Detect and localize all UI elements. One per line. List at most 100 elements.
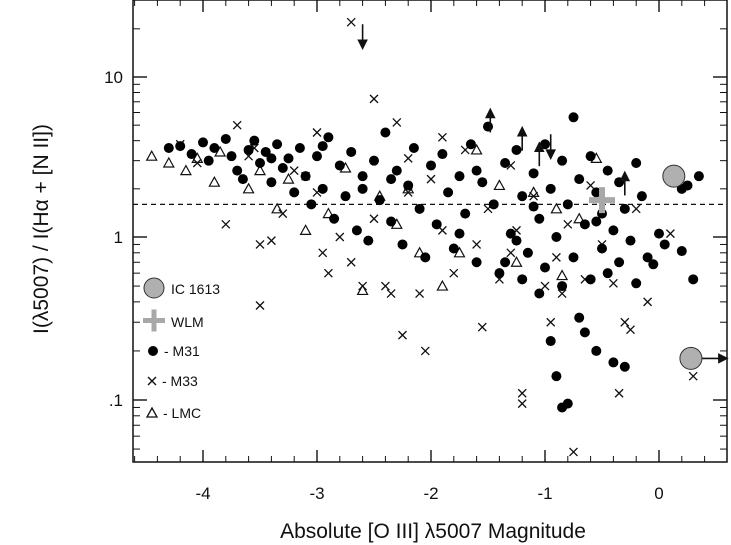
m31-point [317,183,328,194]
m33-point [546,317,556,327]
m31-point [534,288,545,299]
m31-point [602,268,613,279]
lmc-point [179,164,192,176]
m31-point [277,162,288,173]
m33-stroke-b [192,158,202,168]
m31-point [676,246,687,257]
ic1613-point [679,346,703,370]
m33-stroke-b [569,447,578,457]
m33-stroke-b [232,120,242,130]
series-ic1613 [662,164,703,370]
m33-stroke-b [665,229,675,239]
m31-point [198,137,208,148]
m31-point [636,191,647,202]
m33-stroke-b [369,214,379,224]
limit-arrows [357,24,729,364]
m31-point [386,216,397,227]
m33-point [477,322,487,332]
m33-stroke-b [437,225,447,235]
m31-point [317,141,328,152]
m31-point [568,112,579,123]
m31-point [260,146,271,157]
m31-point [614,257,625,268]
m31-point [357,171,368,182]
series-wlm [589,187,615,214]
m31-point [693,171,704,182]
m33-stroke-b [437,132,447,142]
legend-label-lmc: - LMC [163,405,201,421]
m33-stroke-b [449,268,459,278]
m31-point [534,213,545,224]
m31-point [522,247,533,258]
y-tick-label: 10 [104,68,123,87]
m33-point [323,268,333,278]
m31-point [403,180,414,191]
m33-point [392,117,402,127]
m33-point [540,281,550,291]
m33-point [569,447,578,457]
m31-point [426,160,436,171]
m33-point [631,204,641,214]
m33-stroke-b [506,160,516,170]
m31-point [477,177,488,188]
m33-point [688,371,698,381]
m31-point [517,191,528,202]
m31-point [602,165,613,176]
m31-point [283,153,294,164]
m31-point [631,158,642,169]
m33-stroke-b [346,257,356,267]
arrow-head [718,353,729,364]
m31-point [682,180,693,191]
legend: IC 1613 WLM - M31 - M33 - LMC [143,277,220,421]
m33-stroke-b [266,236,276,246]
m31-point [557,281,568,292]
arrow-head [545,149,556,161]
arrow-head [534,141,545,152]
m31-point [420,252,431,263]
m31-point [591,216,602,227]
lmc-point [271,202,284,214]
m33-point [626,325,635,335]
m31-point [294,142,305,153]
m33-stroke-b [477,322,487,332]
m33-point [289,166,299,176]
m31-point [312,151,322,162]
x-tick-label: -4 [195,484,210,503]
m33-stroke-b [369,94,379,104]
m33-point [426,174,436,184]
m31-point [648,259,659,270]
m31-point [340,191,351,202]
m33-point [221,219,231,229]
m33-stroke-b [335,232,345,242]
lmc-point [510,256,523,267]
series-m31 [163,112,704,413]
m33-point [255,301,265,310]
m31-point [579,219,590,230]
m31-point [528,201,539,212]
m33-point [643,297,653,307]
m33-stroke-b [472,239,482,249]
lmc-point [242,182,255,194]
lmc-point [322,207,335,219]
m33-stroke-b [631,204,641,214]
m31-point [232,165,243,176]
lmc-point [356,284,369,296]
m33-stroke-b [403,153,413,163]
m33-stroke-b [398,330,407,340]
m31-point [391,165,402,176]
m31-point [619,361,630,372]
x-tick-labels: -4 -3 -2 -1 0 [195,484,663,503]
m31-point [386,174,397,185]
limit-arrow-down [545,134,556,161]
m33-stroke-b [221,219,231,229]
m31-point [528,168,539,179]
m33-stroke-b [517,399,527,409]
m31-point [397,239,408,250]
m33-stroke-b [380,281,390,291]
m33-stroke-b [312,128,322,137]
m31-point [585,151,596,162]
m31-point [591,345,602,356]
m31-point [300,171,311,182]
m33-point [255,239,265,249]
m31-point [363,235,374,246]
